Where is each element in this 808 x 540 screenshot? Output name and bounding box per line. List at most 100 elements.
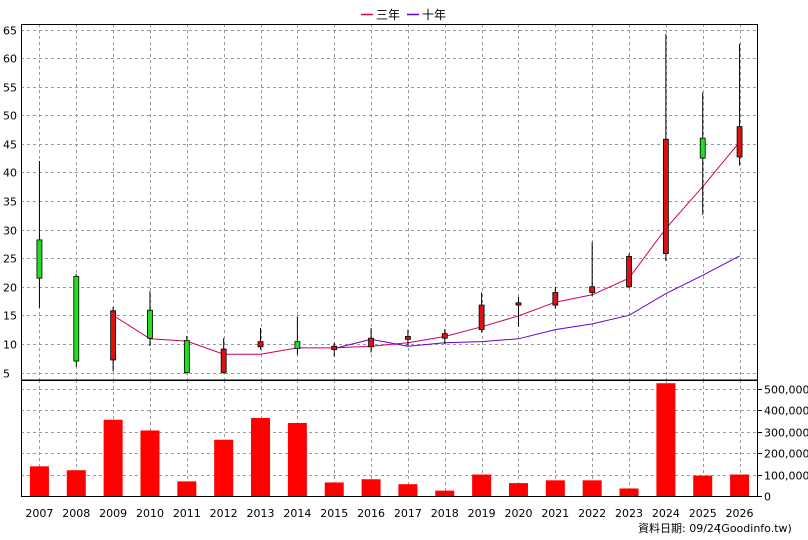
volume-bar-2024 [656,383,676,496]
footer-source: (Goodinfo.tw) [717,522,792,535]
volume-bar-2010 [140,430,160,496]
x-tick-2007: 2007 [25,507,53,520]
candle-body [552,292,559,306]
candle-2014 [294,316,301,355]
x-tick-2023: 2023 [615,507,643,520]
volume-bar-2017 [398,484,418,496]
candle-body [441,333,448,339]
volume-bar-2023 [619,488,639,496]
volume-frame [21,380,758,497]
candle-body [515,302,522,306]
x-tick-2025: 2025 [689,507,717,520]
volume-bar-2009 [103,419,123,496]
candle-body [36,239,43,279]
candle-body [699,137,706,159]
x-tick-2019: 2019 [468,507,496,520]
price-y-tick-10: 10 [3,339,17,352]
legend-label-三年: 三年 [376,8,400,22]
price-y-tick-40: 40 [3,167,17,180]
price-y-tick-35: 35 [3,196,17,209]
candle-2013 [257,327,264,350]
candle-2026 [736,43,743,166]
x-tick-2026: 2026 [726,507,754,520]
candle-2018 [441,329,448,344]
candle-2021 [552,286,559,309]
candle-body [73,276,80,362]
candle-body [405,336,411,340]
volume-bar-2008 [66,470,86,496]
legend: 三年 十年 [361,8,446,22]
volume-bar-2018 [435,490,455,496]
volume-y-tick-400,000: 400,000 [764,405,808,418]
volume-bar-2021 [545,480,565,496]
candle-body [257,341,264,348]
volume-bar-2011 [177,481,197,496]
candle-2024 [662,34,669,262]
price-y-tick-5: 5 [3,368,10,381]
candle-2022 [589,242,596,296]
candle-body [662,138,669,254]
candle-2016 [368,327,374,353]
candle-2008 [73,274,80,367]
candle-body [147,309,153,339]
volume-bar-2019 [472,474,492,496]
x-tick-2018: 2018 [431,507,459,520]
volume-panel: 0 100,000 200,000 300,000 400,000 500,000 [21,380,808,504]
price-y-tick-45: 45 [3,139,17,152]
candle-body [220,348,227,373]
price-y-tick-15: 15 [3,310,17,323]
candle-body [589,286,596,293]
x-tick-2014: 2014 [283,507,311,520]
x-tick-2024: 2024 [652,507,680,520]
price-y-tick-20: 20 [3,282,17,295]
price-y-tick-60: 60 [3,53,17,66]
volume-y-tick-500,000: 500,000 [764,384,808,397]
candle-2010 [147,291,153,347]
candle-2025 [699,92,706,215]
candle-2009 [110,306,117,372]
volume-bar-2016 [361,479,381,496]
volume-bar-2013 [251,418,271,496]
candle-2017 [405,329,411,347]
candle-body [626,256,632,288]
footer-date: 資料日期: 09/24 [638,521,721,535]
price-y-tick-25: 25 [3,253,17,266]
series-line-三年 [112,141,740,355]
candle-2012 [220,338,227,374]
candle-2011 [183,335,190,374]
x-tick-2013: 2013 [247,507,275,520]
candle-body [368,337,374,348]
x-tick-2010: 2010 [136,507,164,520]
volume-bar-2022 [582,480,602,496]
candle-body [183,340,190,373]
volume-bar-2020 [508,483,528,496]
candle-body [110,310,117,361]
volume-bar-2014 [287,422,307,496]
x-tick-2009: 2009 [99,507,127,520]
candle-2020 [515,297,522,327]
price-frame [21,24,758,381]
candle-2015 [331,342,338,357]
candle-2007 [36,160,43,308]
price-y-tick-30: 30 [3,225,17,238]
x-tick-2016: 2016 [357,507,385,520]
candle-body [736,126,743,158]
price-panel: 5 10 15 20 25 30 35 40 45 50 55 60 65 [3,24,758,381]
candle-body [294,341,301,349]
volume-bar-2015 [324,482,344,496]
candle-body [331,345,338,351]
volume-bar-2007 [29,466,49,496]
candle-2023 [626,253,632,288]
price-y-tick-65: 65 [3,25,17,38]
volume-y-tick-0: 0 [764,491,771,504]
x-tick-2012: 2012 [210,507,238,520]
x-tick-2022: 2022 [578,507,606,520]
price-y-tick-50: 50 [3,110,17,123]
volume-bar-2025 [693,475,713,496]
candle-2019 [478,292,485,333]
price-y-tick-55: 55 [3,82,17,95]
volume-y-tick-300,000: 300,000 [764,427,808,440]
candle-body [478,304,485,331]
x-tick-2008: 2008 [62,507,90,520]
